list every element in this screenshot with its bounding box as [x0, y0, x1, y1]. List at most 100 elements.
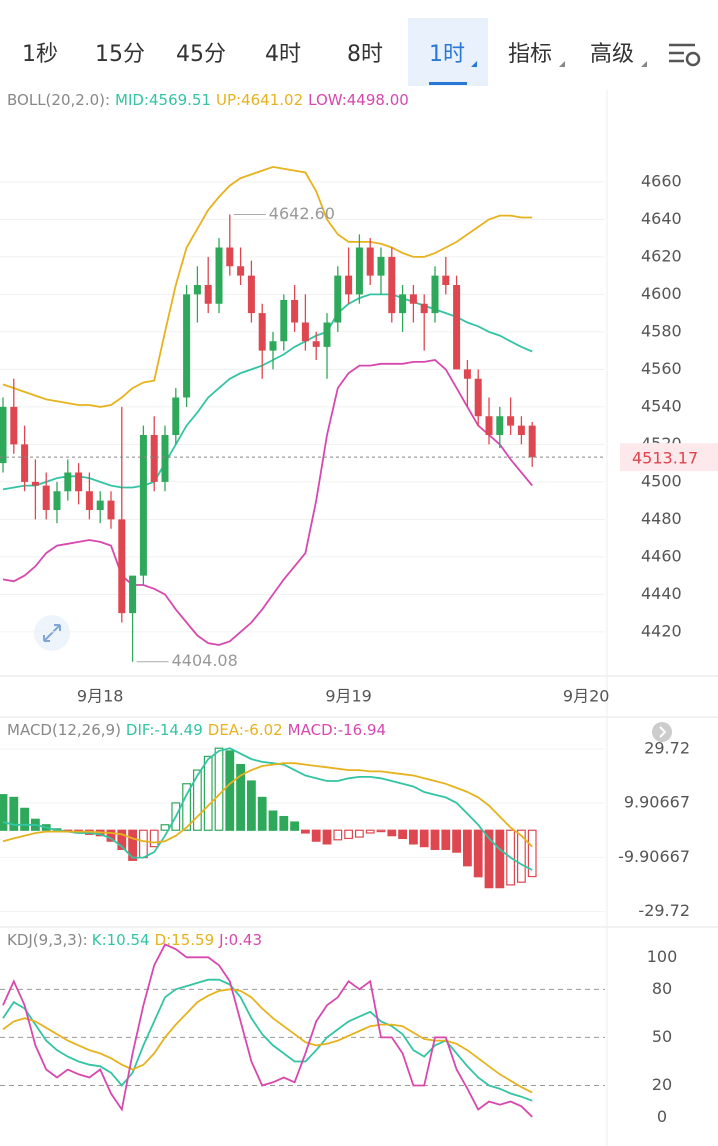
- line: [2, 978, 533, 1102]
- candle-body: [258, 313, 266, 351]
- macd-bar: [225, 750, 235, 831]
- candle-body: [161, 435, 169, 482]
- collapse-icon[interactable]: [652, 722, 672, 742]
- macd-bar: [203, 755, 213, 831]
- macd-bar: [128, 829, 138, 861]
- y-tick-label: 4500: [641, 471, 682, 490]
- macd-bar: [257, 796, 267, 831]
- legend-entry: DEA:-6.02: [208, 721, 283, 739]
- macd-bar: [9, 796, 19, 831]
- macd-bar: [409, 829, 418, 845]
- candle-body: [301, 322, 309, 342]
- macd-bar: [301, 829, 310, 834]
- tab[interactable]: 指标: [508, 42, 552, 67]
- line: [2, 988, 533, 1094]
- line: [2, 293, 533, 491]
- legend-entry: DIF:-14.49: [126, 721, 203, 739]
- annotation: 4404.08: [172, 651, 238, 670]
- macd-bar: [322, 829, 332, 845]
- macd-bar: [247, 780, 256, 831]
- macd-bar: [149, 829, 159, 848]
- annotation: 4642.60: [269, 204, 335, 223]
- line: [2, 359, 533, 646]
- candle-body: [237, 266, 245, 276]
- macd-bar: [419, 829, 429, 848]
- last-price-label: 4513.17: [632, 449, 698, 468]
- candle-body: [204, 285, 212, 304]
- macd-bar: [355, 829, 364, 838]
- candle-body: [291, 300, 299, 323]
- candle-body: [442, 275, 450, 285]
- y-tick-label: -29.72: [638, 901, 690, 920]
- y-tick-label: 4440: [641, 584, 682, 603]
- y-tick-label: 4660: [641, 171, 682, 190]
- candle-body: [431, 275, 439, 314]
- macd-bar: [527, 829, 537, 878]
- x-tick-label: 9月18: [77, 687, 124, 706]
- candle-body: [453, 285, 461, 370]
- tab-caret: [559, 61, 565, 67]
- macd-bar: [290, 821, 299, 831]
- macd-bar: [117, 829, 127, 850]
- y-tick-label: 4560: [641, 359, 682, 378]
- legend-title: MACD(12,26,9): [7, 721, 121, 739]
- candle-body: [226, 247, 234, 267]
- y-tick-label: 9.90667: [624, 793, 690, 812]
- tab[interactable]: 45分: [176, 42, 226, 67]
- legend: KDJ(9,3,3): K:10.54 D:15.59 J:0.43: [7, 931, 262, 949]
- tab[interactable]: 高级: [590, 42, 634, 67]
- candle-body: [96, 500, 104, 510]
- y-tick-label: 4620: [641, 246, 682, 265]
- candle-body: [269, 341, 277, 351]
- tab[interactable]: 1秒: [22, 42, 58, 67]
- macd-bar: [20, 807, 29, 831]
- candle-body: [150, 435, 158, 482]
- macd-bar: [441, 829, 451, 850]
- tab[interactable]: 4时: [265, 42, 301, 67]
- candle-body: [496, 416, 504, 435]
- legend-entry: UP:4641.02: [216, 91, 303, 109]
- candle-body: [129, 575, 137, 614]
- candle-body: [345, 275, 353, 295]
- candle-body: [366, 247, 374, 276]
- legend-entry: K:10.54: [92, 931, 150, 949]
- candle-body: [42, 485, 50, 510]
- legend: BOLL(20,2.0): MID:4569.51 UP:4641.02 LOW:44…: [7, 91, 409, 109]
- candle-body: [183, 294, 191, 398]
- macd-bar: [214, 747, 224, 831]
- tab[interactable]: 1时: [429, 42, 465, 67]
- y-tick-label: -9.90667: [618, 847, 690, 866]
- macd-bar: [452, 829, 461, 853]
- candle-body: [485, 416, 493, 435]
- candle-body: [463, 369, 471, 379]
- active-tab-bg: [408, 18, 488, 86]
- y-tick-label: 100: [647, 947, 678, 966]
- candle-body: [507, 416, 515, 426]
- macd-bar: [139, 829, 148, 859]
- candle-body: [377, 256, 385, 276]
- tab[interactable]: 8时: [347, 42, 383, 67]
- candle-body: [528, 425, 536, 458]
- tab[interactable]: 15分: [95, 42, 145, 67]
- tab-caret: [471, 61, 477, 67]
- line: [2, 762, 533, 848]
- tab-caret: [641, 61, 647, 67]
- candle-body: [85, 491, 93, 510]
- expand-icon[interactable]: [34, 615, 70, 651]
- macd-bar: [0, 794, 8, 831]
- y-tick-label: 29.72: [644, 738, 690, 757]
- candle-body: [0, 406, 7, 464]
- candle-body: [10, 406, 18, 445]
- line: [2, 943, 533, 1118]
- macd-bar: [376, 829, 386, 833]
- candle-body: [53, 491, 61, 510]
- legend-entry: MID:4569.51: [115, 91, 211, 109]
- settings-icon[interactable]: [669, 43, 701, 67]
- candle-body: [409, 294, 417, 304]
- y-tick-label: 50: [652, 1027, 672, 1046]
- macd-bar: [182, 783, 192, 831]
- macd-bar: [398, 829, 407, 840]
- macd-bar: [516, 829, 526, 883]
- macd-bar: [484, 829, 494, 889]
- candle-body: [355, 247, 363, 295]
